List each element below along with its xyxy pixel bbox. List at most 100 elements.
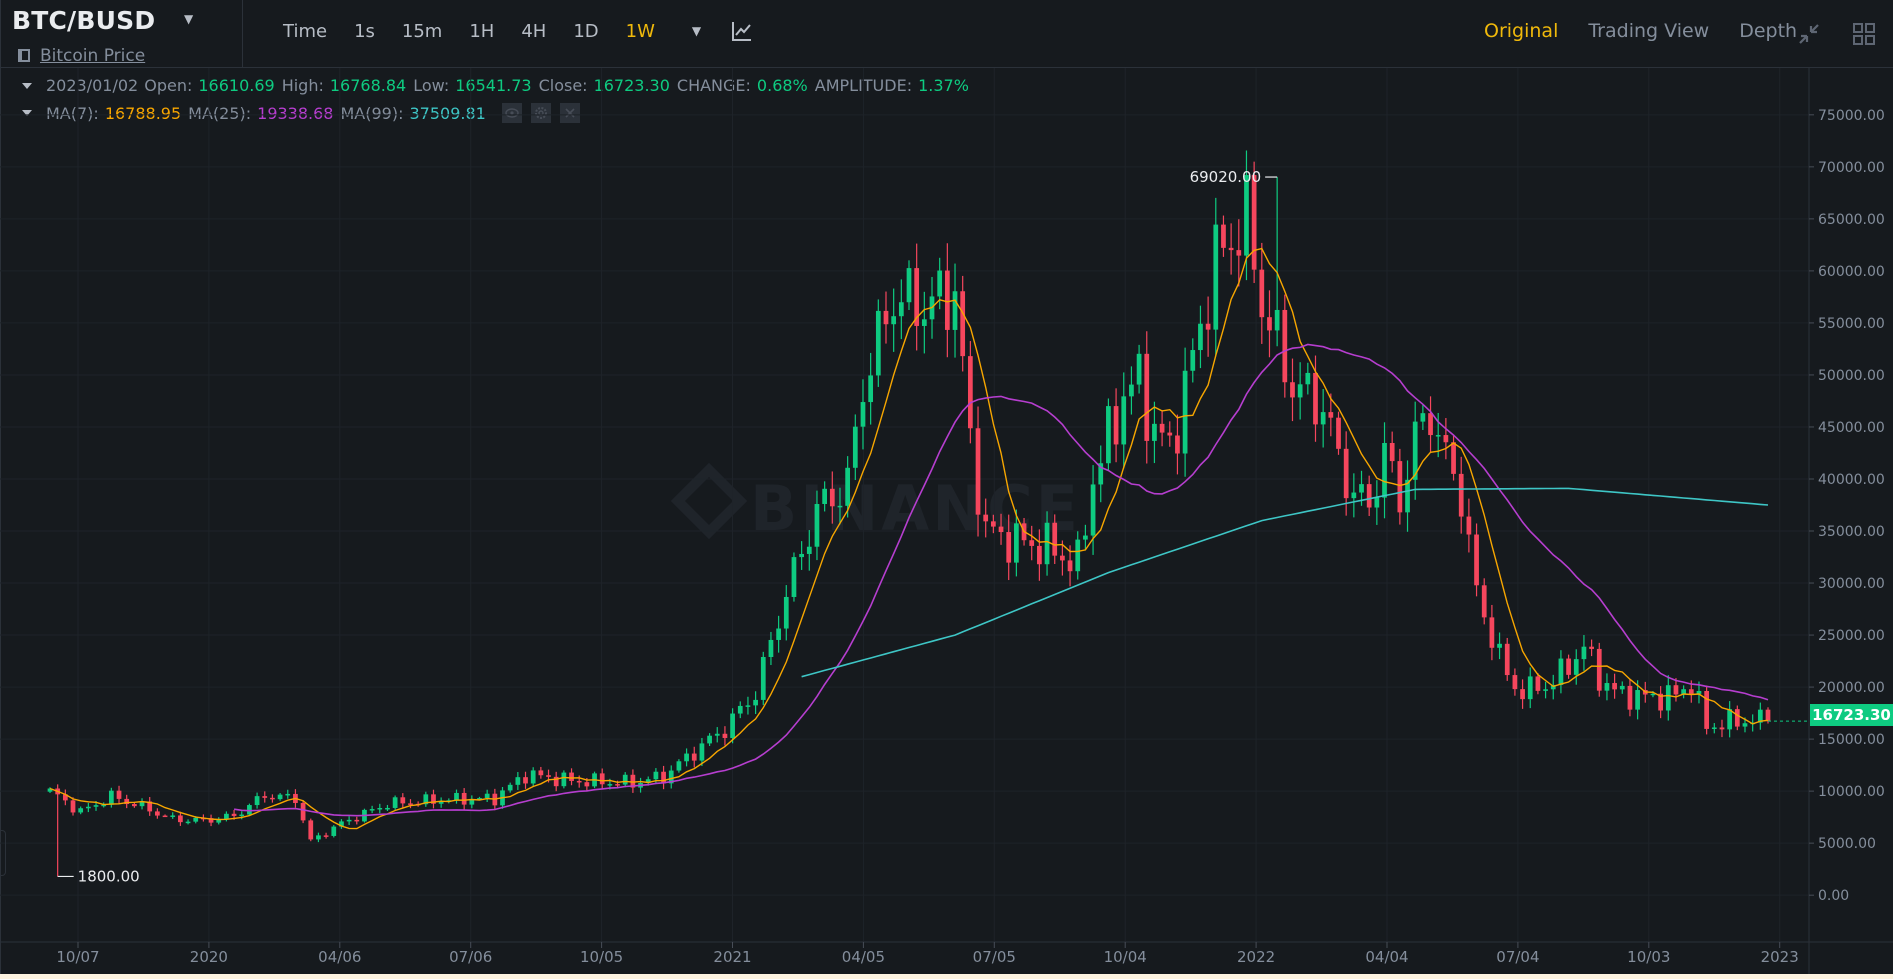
candle[interactable] xyxy=(1282,294,1288,398)
candle[interactable] xyxy=(530,767,536,787)
candle[interactable] xyxy=(1182,347,1188,477)
candle[interactable] xyxy=(1297,362,1303,420)
pair-selector[interactable]: BTC/BUSD xyxy=(12,6,155,35)
candle[interactable] xyxy=(891,288,897,352)
candle[interactable] xyxy=(1543,681,1548,699)
candle[interactable] xyxy=(277,792,283,801)
candle[interactable] xyxy=(1589,639,1594,657)
candle[interactable] xyxy=(944,243,950,358)
candle[interactable] xyxy=(837,487,843,525)
candle[interactable] xyxy=(1581,635,1587,671)
candle[interactable] xyxy=(676,759,682,773)
candle[interactable] xyxy=(760,651,766,706)
candle[interactable] xyxy=(1474,523,1479,597)
candle[interactable] xyxy=(822,481,828,512)
candle[interactable] xyxy=(569,768,574,786)
candle[interactable] xyxy=(668,765,674,789)
candle[interactable] xyxy=(339,819,344,829)
interval-4h[interactable]: 4H xyxy=(521,20,547,42)
candle[interactable] xyxy=(1175,414,1180,475)
candle[interactable] xyxy=(1527,667,1533,709)
candle[interactable] xyxy=(806,530,812,571)
candle[interactable] xyxy=(1504,637,1510,681)
candle[interactable] xyxy=(484,789,490,802)
candle[interactable] xyxy=(1044,511,1050,576)
candlestick-chart[interactable]: 69020.00 1800.00 75000.00 70000.00 65000.00… xyxy=(0,68,1893,974)
candle[interactable] xyxy=(799,541,804,570)
candle[interactable] xyxy=(178,811,183,826)
candle[interactable] xyxy=(1060,540,1065,576)
candle[interactable] xyxy=(116,785,122,804)
pair-dropdown-caret-icon[interactable]: ▼ xyxy=(184,12,194,26)
interval-1s[interactable]: 1s xyxy=(354,20,375,42)
candle[interactable] xyxy=(131,802,137,808)
candle[interactable] xyxy=(630,769,636,793)
candle[interactable] xyxy=(860,379,866,450)
tab-trading-view[interactable]: Trading View xyxy=(1588,20,1710,42)
candle[interactable] xyxy=(845,456,851,518)
candle[interactable] xyxy=(316,832,321,843)
candle[interactable] xyxy=(538,766,544,779)
candle[interactable] xyxy=(1704,685,1710,735)
candle[interactable] xyxy=(1006,514,1012,581)
interval-1h[interactable]: 1H xyxy=(469,20,495,42)
candle[interactable] xyxy=(385,804,390,811)
candle[interactable] xyxy=(814,490,820,561)
candle[interactable] xyxy=(1443,418,1449,460)
candle[interactable] xyxy=(1313,355,1318,442)
candle[interactable] xyxy=(346,816,352,825)
candle[interactable] xyxy=(1251,161,1257,284)
candle[interactable] xyxy=(1075,531,1081,580)
candle[interactable] xyxy=(684,748,689,767)
candle[interactable] xyxy=(1412,401,1418,500)
candle[interactable] xyxy=(1727,701,1733,738)
candle[interactable] xyxy=(776,615,781,653)
candle[interactable] xyxy=(1627,679,1633,717)
candle[interactable] xyxy=(1136,344,1142,394)
candle[interactable] xyxy=(914,243,920,351)
candle[interactable] xyxy=(185,819,191,825)
candle[interactable] xyxy=(170,812,176,819)
candle[interactable] xyxy=(1573,649,1579,685)
candle[interactable] xyxy=(1665,675,1671,721)
candle[interactable] xyxy=(1757,702,1763,730)
candle[interactable] xyxy=(270,794,275,803)
interval-1d[interactable]: 1D xyxy=(573,20,599,42)
candle[interactable] xyxy=(1014,509,1019,577)
candle[interactable] xyxy=(507,782,513,793)
candle[interactable] xyxy=(1106,398,1111,471)
candle[interactable] xyxy=(1497,632,1502,660)
candle[interactable] xyxy=(1719,719,1725,738)
candle[interactable] xyxy=(699,737,705,767)
candle[interactable] xyxy=(216,817,222,825)
interval-1w[interactable]: 1W xyxy=(625,20,655,42)
candle[interactable] xyxy=(1259,242,1265,344)
candle[interactable] xyxy=(1328,393,1334,437)
candle[interactable] xyxy=(1098,445,1104,503)
candle[interactable] xyxy=(1535,673,1541,695)
candle[interactable] xyxy=(162,814,168,818)
candle[interactable] xyxy=(1374,480,1380,525)
candle[interactable] xyxy=(868,352,874,425)
candle[interactable] xyxy=(1520,679,1525,709)
candle[interactable] xyxy=(1366,475,1372,516)
candle[interactable] xyxy=(691,746,697,768)
candle[interactable] xyxy=(1121,372,1127,469)
candle[interactable] xyxy=(147,796,153,816)
candle[interactable] xyxy=(1144,331,1150,464)
candle[interactable] xyxy=(155,808,160,819)
candle[interactable] xyxy=(1205,296,1211,357)
candle[interactable] xyxy=(921,291,927,354)
candle[interactable] xyxy=(1267,290,1272,358)
candle[interactable] xyxy=(323,832,329,839)
candle[interactable] xyxy=(1635,680,1640,720)
candle[interactable] xyxy=(1159,410,1165,447)
candle[interactable] xyxy=(661,765,666,790)
candle[interactable] xyxy=(285,789,291,799)
candle[interactable] xyxy=(70,797,76,816)
candle[interactable] xyxy=(975,406,981,537)
candle[interactable] xyxy=(1397,448,1403,525)
candle[interactable] xyxy=(208,814,214,827)
candle[interactable] xyxy=(1596,642,1602,697)
candle[interactable] xyxy=(791,552,797,602)
